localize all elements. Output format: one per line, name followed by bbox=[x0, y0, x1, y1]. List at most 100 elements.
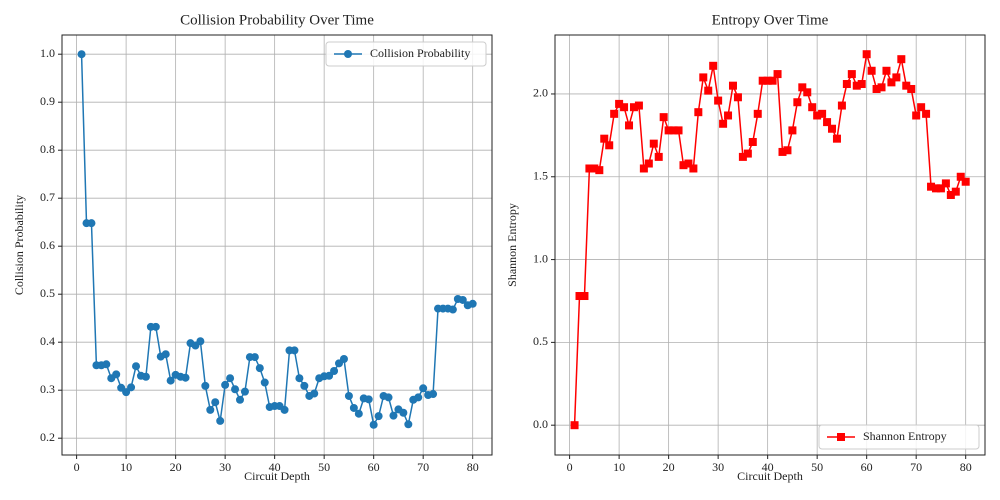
marker bbox=[364, 395, 373, 404]
y-tick-label: 1.0 bbox=[533, 251, 548, 265]
chart-title: Collision Probability Over Time bbox=[180, 12, 374, 28]
marker bbox=[570, 421, 579, 430]
marker bbox=[852, 81, 861, 90]
marker bbox=[629, 103, 638, 112]
marker bbox=[325, 371, 334, 380]
x-tick-label: 40 bbox=[762, 460, 774, 474]
marker bbox=[206, 405, 215, 414]
y-tick-label: 1.5 bbox=[533, 169, 548, 183]
legend-box bbox=[325, 41, 487, 67]
marker bbox=[260, 378, 269, 387]
legend-label: Collision Probability bbox=[370, 46, 470, 60]
marker bbox=[709, 61, 718, 70]
x-tick-label: 30 bbox=[712, 460, 724, 474]
marker bbox=[310, 389, 319, 398]
marker bbox=[936, 184, 945, 193]
marker bbox=[605, 141, 614, 150]
x-tick-label: 40 bbox=[269, 460, 281, 474]
marker bbox=[828, 124, 837, 133]
marker bbox=[922, 109, 931, 118]
marker bbox=[414, 393, 423, 402]
marker bbox=[743, 149, 752, 158]
marker bbox=[927, 182, 936, 191]
marker bbox=[704, 86, 713, 95]
y-tick-label: 0.7 bbox=[40, 190, 55, 204]
marker bbox=[907, 84, 916, 93]
marker bbox=[823, 118, 832, 127]
marker bbox=[290, 346, 299, 355]
marker bbox=[649, 139, 658, 148]
marker bbox=[758, 76, 767, 85]
marker bbox=[226, 374, 235, 383]
marker bbox=[255, 364, 264, 373]
x-tick-label: 60 bbox=[861, 460, 873, 474]
marker bbox=[931, 184, 940, 193]
marker bbox=[951, 187, 960, 196]
marker bbox=[694, 108, 703, 117]
marker bbox=[112, 370, 121, 379]
x-tick-label: 30 bbox=[219, 460, 231, 474]
marker bbox=[832, 134, 841, 143]
marker bbox=[644, 159, 653, 168]
x-tick-label: 0 bbox=[567, 460, 573, 474]
marker bbox=[733, 93, 742, 102]
marker bbox=[664, 126, 673, 135]
marker bbox=[882, 66, 891, 75]
y-tick-label: 2.0 bbox=[533, 86, 548, 100]
marker bbox=[330, 367, 339, 375]
marker bbox=[699, 73, 708, 82]
marker bbox=[738, 152, 747, 161]
marker bbox=[580, 292, 589, 301]
y-tick-label: 0.5 bbox=[533, 334, 548, 348]
marker bbox=[151, 322, 160, 331]
marker bbox=[231, 385, 240, 394]
marker bbox=[783, 146, 792, 155]
y-axis-label: Shannon Entropy bbox=[505, 203, 519, 287]
marker bbox=[679, 161, 688, 170]
marker bbox=[719, 119, 728, 128]
y-tick-label: 0.5 bbox=[40, 286, 55, 300]
marker bbox=[724, 111, 733, 120]
marker bbox=[714, 96, 723, 105]
marker bbox=[122, 388, 131, 397]
marker bbox=[778, 147, 787, 156]
plot-frame bbox=[61, 34, 493, 456]
marker bbox=[674, 126, 683, 135]
marker bbox=[793, 98, 802, 107]
marker bbox=[280, 405, 289, 414]
marker bbox=[892, 73, 901, 82]
x-tick-label: 20 bbox=[663, 460, 675, 474]
x-tick-label: 0 bbox=[74, 460, 80, 474]
marker bbox=[946, 190, 955, 199]
marker bbox=[141, 372, 150, 381]
marker bbox=[956, 172, 965, 181]
marker bbox=[625, 121, 634, 130]
marker bbox=[748, 137, 757, 146]
marker bbox=[887, 78, 896, 87]
x-axis-label: Circuit Depth bbox=[737, 469, 803, 483]
marker bbox=[798, 83, 807, 92]
marker bbox=[211, 398, 220, 407]
marker bbox=[659, 113, 668, 122]
marker bbox=[654, 152, 663, 161]
marker bbox=[862, 50, 871, 59]
marker bbox=[857, 80, 866, 89]
marker bbox=[221, 380, 230, 389]
x-tick-label: 80 bbox=[467, 460, 479, 474]
y-axis-label: Collision Probability bbox=[12, 195, 26, 295]
marker bbox=[912, 111, 921, 120]
legend-label: Shannon Entropy bbox=[863, 429, 947, 443]
y-tick-label: 0.8 bbox=[40, 142, 55, 156]
x-axis-label: Circuit Depth bbox=[244, 469, 310, 483]
x-tick-label: 70 bbox=[910, 460, 922, 474]
marker bbox=[448, 305, 457, 314]
x-tick-label: 20 bbox=[170, 460, 182, 474]
y-tick-label: 0.2 bbox=[40, 430, 55, 444]
x-tick-label: 10 bbox=[613, 460, 625, 474]
marker bbox=[399, 408, 408, 417]
chart-panel: Collision Probability Over Time Circuit D… bbox=[12, 12, 493, 483]
marker bbox=[127, 383, 136, 392]
marker bbox=[620, 103, 629, 112]
marker bbox=[808, 103, 817, 112]
marker bbox=[384, 393, 393, 402]
